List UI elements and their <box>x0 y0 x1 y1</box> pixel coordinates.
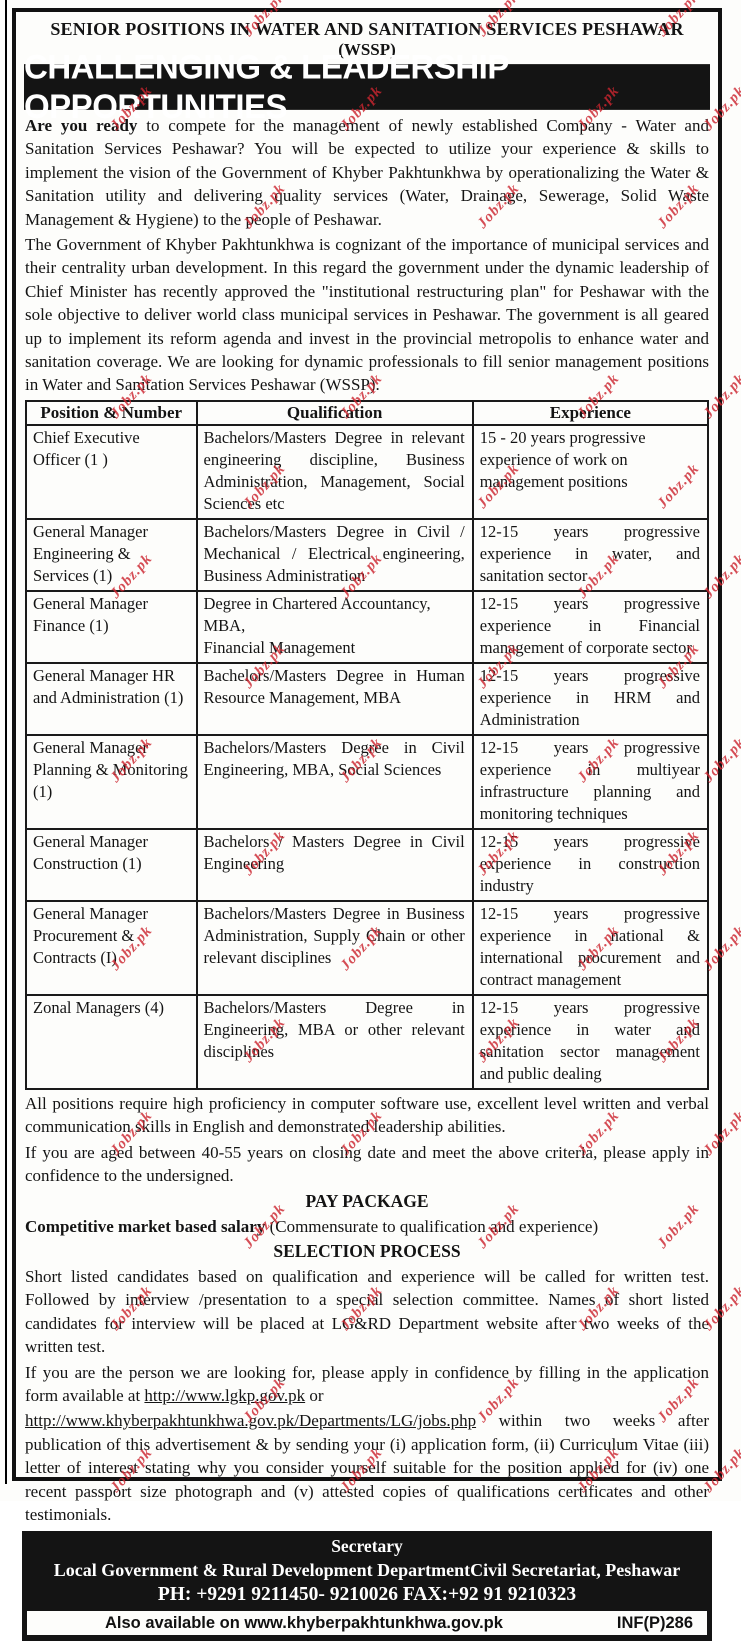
position-row: General Manager Finance (1) Degree in Ch… <box>25 589 710 664</box>
experience-cell: 12-15 years progressive experience in HR… <box>471 661 710 736</box>
position-cell: General Manager Procurement & Contracts … <box>25 899 198 996</box>
position-row: Zonal Managers (4) Bachelors/Masters Deg… <box>25 993 710 1090</box>
qualification-cell: Bachelors/Masters Degree in Human Resour… <box>195 661 474 736</box>
positions-table: Position & Number Qualification Experien… <box>25 399 710 1090</box>
selection-paragraph-2: If you are the person we are looking for… <box>25 1361 709 1408</box>
position-row: General Manager Construction (1) Bachelo… <box>25 827 710 902</box>
position-cell: General Manager Engineering & Services (… <box>25 517 198 592</box>
pay-package-rest: (Commensurate to qualification and exper… <box>265 1216 599 1236</box>
column-header-qualification: Qualification <box>195 399 474 426</box>
positions-table-body: Chief Executive Officer (1 ) Bachelors/M… <box>25 423 710 1090</box>
position-cell: General Manager Finance (1) <box>25 589 198 664</box>
ad-frame: SENIOR POSITIONS IN WATER AND SANITATION… <box>12 8 722 1641</box>
intro-lead-text: Are you ready <box>25 116 138 135</box>
experience-cell: 12-15 years progressive experience in co… <box>471 827 710 902</box>
qualification-cell: Bachelors/Masters Degree in Civil Engine… <box>195 733 474 830</box>
footer-secretariat: Civil Secretariat, Peshawar <box>470 1560 681 1581</box>
intro-paragraph-2: The Government of Khyber Pakhtunkhwa is … <box>25 235 709 395</box>
position-cell: General Manager HR and Administration (1… <box>25 661 198 736</box>
qualification-cell: Bachelors/Masters Degree in relevant eng… <box>195 423 474 520</box>
position-cell: General Manager Planning & Monitoring (1… <box>25 733 198 830</box>
pay-package-line: Competitive market based salary (Commens… <box>25 1215 709 1238</box>
lgkp-link[interactable]: http://www.lgkp.gov.pk <box>144 1385 306 1405</box>
intro-paragraph-1-text: to compete for the management of newly e… <box>25 116 709 229</box>
experience-cell: 12-15 years progressive experience in na… <box>471 899 710 996</box>
requirements-paragraph-1: All positions require high proficiency i… <box>25 1093 709 1137</box>
positions-table-header-row: Position & Number Qualification Experien… <box>25 399 710 426</box>
pay-package-heading: PAY PACKAGE <box>305 1190 429 1211</box>
ad-banner-heading: CHALLENGING & LEADERSHIP OPPORTUNITIES <box>24 47 710 125</box>
position-cell: General Manager Construction (1) <box>25 827 198 902</box>
intro-paragraph-1: Are you ready to compete for the managem… <box>25 114 709 231</box>
experience-cell: 12-15 years progressive experience in Fi… <box>471 589 710 664</box>
qualification-cell: Bachelors/Masters Degree in Business Adm… <box>195 899 474 996</box>
footer-block: Secretary Local Government & Rural Devel… <box>22 1531 712 1641</box>
position-row: Chief Executive Officer (1 ) Bachelors/M… <box>25 423 710 520</box>
position-row: General Manager HR and Administration (1… <box>25 661 710 736</box>
qualification-cell: Bachelors/Masters Degree in Civil / Mech… <box>195 517 474 592</box>
footer-department-line: Local Government & Rural Development Dep… <box>22 1559 712 1581</box>
column-header-experience: Experience <box>471 399 710 426</box>
selection-paragraph-2-text: If you are the person we are looking for… <box>25 1362 709 1405</box>
qualification-cell: Bachelors/Masters Degree in Engineering,… <box>195 993 474 1090</box>
footer-signatory: Secretary <box>331 1536 403 1557</box>
experience-cell: 12-15 years progressive experience in wa… <box>471 517 710 592</box>
selection-paragraph-1: Short listed candidates based on qualifi… <box>25 1266 709 1357</box>
position-row: General Manager Procurement & Contracts … <box>25 899 710 996</box>
position-row: General Manager Planning & Monitoring (1… <box>25 733 710 830</box>
requirements-paragraph-2: If you are aged between 40-55 years on c… <box>25 1142 709 1186</box>
selection-paragraph-3: http://www.khyberpakhtunkhwa.gov.pk/Depa… <box>25 1409 709 1526</box>
footer-department: Local Government & Rural Development Dep… <box>53 1560 471 1581</box>
position-cell: Chief Executive Officer (1 ) <box>25 423 198 520</box>
kp-jobs-link[interactable]: http://www.khyberpakhtunkhwa.gov.pk/Depa… <box>25 1411 477 1431</box>
newspaper-column-rule <box>5 0 7 1484</box>
footer-phone-fax: PH: +9291 9211450- 9210026 FAX:+92 91 92… <box>157 1584 577 1606</box>
newspaper-ad-page: SENIOR POSITIONS IN WATER AND SANITATION… <box>5 0 741 1641</box>
selection-paragraph-2-tail: or <box>305 1385 324 1405</box>
footer-ref-number: INF(P)286 <box>616 1613 693 1632</box>
experience-cell: 12-15 years progressive experience in mu… <box>471 733 710 830</box>
footer-availability-text: Also available on www.khyberpakhtunkhwa.… <box>105 1613 503 1632</box>
position-row: General Manager Engineering & Services (… <box>25 517 710 592</box>
ad-title: SENIOR POSITIONS IN WATER AND SANITATION… <box>50 19 684 39</box>
experience-cell: 12-15 years progressive experience in wa… <box>471 993 710 1090</box>
position-cell: Zonal Managers (4) <box>25 993 198 1090</box>
ad-subtitle: (WSSP) <box>338 40 396 59</box>
footer-availability-strip: Also available on www.khyberpakhtunkhwa.… <box>27 1611 707 1636</box>
experience-cell: 15 - 20 years progressive experience of … <box>471 423 710 520</box>
qualification-cell: Degree in Chartered Accountancy, MBA, Fi… <box>195 589 474 664</box>
column-header-position: Position & Number <box>25 399 198 426</box>
pay-package-lead: Competitive market based salary <box>25 1216 266 1236</box>
qualification-cell: Bachelors / Masters Degree in Civil Engi… <box>195 827 474 902</box>
selection-process-heading: SELECTION PROCESS <box>273 1240 461 1261</box>
selection-paragraph-3-text: within two weeks after publication of th… <box>25 1411 709 1524</box>
